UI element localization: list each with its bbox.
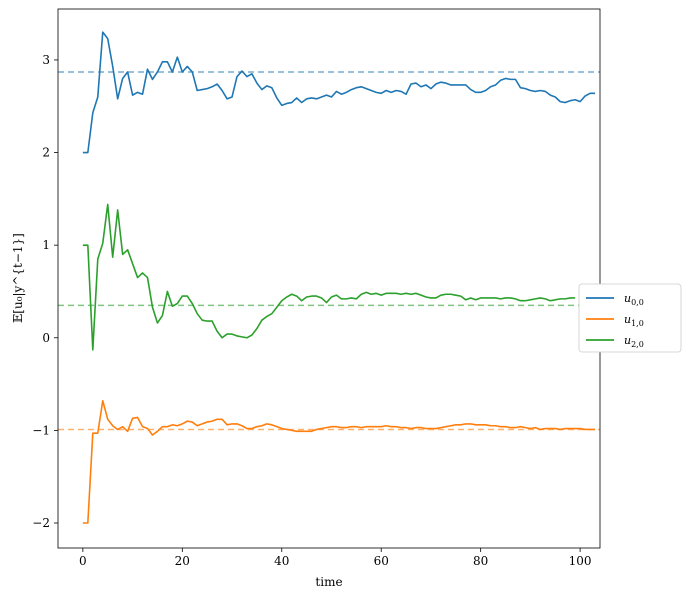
series-lines: [82, 31, 596, 524]
y-tick-label: 1: [42, 238, 50, 252]
y-tick-label: 2: [42, 146, 50, 160]
legend-label-0-0: u0,0: [624, 292, 644, 307]
x-tick-label: 100: [569, 554, 592, 568]
x-axis-label: time: [315, 575, 342, 589]
series-line-1-0: [82, 399, 596, 524]
y-tick-label: 3: [42, 53, 50, 67]
y-axis-label: 𝔼[u₀|y^{t−1}]: [11, 233, 25, 323]
plot-background: [58, 9, 600, 548]
series-line-0-0: [82, 31, 596, 154]
y-axis: −2 −1 0 1 2 3: [32, 53, 58, 530]
series-line-2-0: [82, 203, 576, 351]
x-tick-label: 40: [274, 554, 289, 568]
x-axis: 0 20 40 60 80 100: [79, 548, 592, 568]
legend: u0,0 u1,0 u2,0: [578, 283, 682, 353]
legend-label-1-0: u1,0: [624, 313, 644, 328]
x-tick-label: 0: [79, 554, 87, 568]
y-tick-label: 0: [42, 331, 50, 345]
legend-label-2-0: u2,0: [624, 334, 644, 349]
legend-frame: [578, 283, 682, 353]
y-tick-label: −1: [32, 423, 50, 437]
y-tick-label: −2: [32, 516, 50, 530]
x-tick-label: 20: [175, 554, 190, 568]
plot-frame: [57, 8, 601, 549]
x-tick-label: 60: [374, 554, 389, 568]
x-tick-label: 80: [473, 554, 488, 568]
